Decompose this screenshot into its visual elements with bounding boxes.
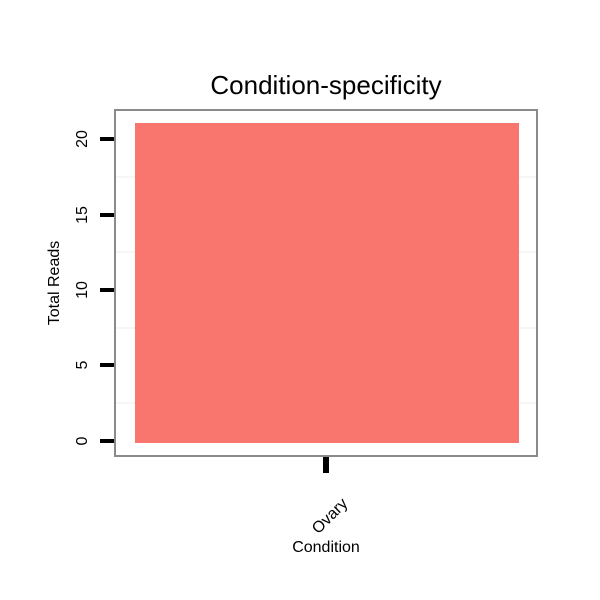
y-tick-label-0: 0 <box>74 436 91 446</box>
y-tick-20 <box>100 137 114 141</box>
y-tick-label-5: 5 <box>74 360 91 370</box>
x-axis-title: Condition <box>292 539 360 556</box>
y-tick-label-20: 20 <box>74 130 91 148</box>
y-tick-5 <box>100 363 114 367</box>
y-tick-label-15: 15 <box>74 206 91 224</box>
x-tick-ovary <box>323 457 329 473</box>
bar-ovary <box>135 123 519 443</box>
y-tick-0 <box>100 439 114 443</box>
plot-panel <box>114 109 538 457</box>
y-tick-label-10: 10 <box>74 281 91 299</box>
chart-title: Condition-specificity <box>210 70 442 100</box>
x-tick-label-ovary: Ovary <box>309 495 352 538</box>
y-tick-10 <box>100 288 114 292</box>
y-tick-15 <box>100 213 114 217</box>
y-axis-title: Total Reads <box>46 240 63 326</box>
